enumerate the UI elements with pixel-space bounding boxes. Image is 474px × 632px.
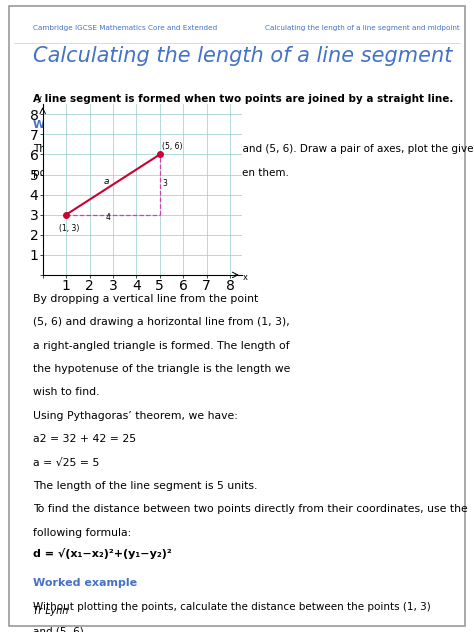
Text: Worked example: Worked example xyxy=(33,120,137,130)
Text: Calculating the length of a line segment: Calculating the length of a line segment xyxy=(33,46,453,66)
Text: a right-angled triangle is formed. The length of: a right-angled triangle is formed. The l… xyxy=(33,341,290,351)
Text: a2 = 32 + 42 = 25: a2 = 32 + 42 = 25 xyxy=(33,434,137,444)
Text: (5, 6) and drawing a horizontal line from (1, 3),: (5, 6) and drawing a horizontal line fro… xyxy=(33,317,290,327)
Text: The length of the line segment is 5 units.: The length of the line segment is 5 unit… xyxy=(33,481,257,491)
Text: The coordinates of two points are (1, 3) and (5, 6). Draw a pair of axes, plot t: The coordinates of two points are (1, 3)… xyxy=(33,144,474,154)
Text: following formula:: following formula: xyxy=(33,528,131,538)
Text: y: y xyxy=(36,94,42,103)
Text: Without plotting the points, calculate the distance between the points (1, 3): Without plotting the points, calculate t… xyxy=(33,602,431,612)
Text: (1, 3): (1, 3) xyxy=(59,224,80,233)
Text: (5, 6): (5, 6) xyxy=(162,142,182,152)
Text: and (5, 6).: and (5, 6). xyxy=(33,626,87,632)
Text: d = √(x₁−x₂)²+(y₁−y₂)²: d = √(x₁−x₂)²+(y₁−y₂)² xyxy=(33,548,172,559)
Text: To find the distance between two points directly from their coordinates, use the: To find the distance between two points … xyxy=(33,504,468,514)
Text: points and calculate the distance between them.: points and calculate the distance betwee… xyxy=(33,168,289,178)
Text: Cambridge IGCSE Mathematics Core and Extended: Cambridge IGCSE Mathematics Core and Ext… xyxy=(33,25,218,31)
Text: Tr Lynn: Tr Lynn xyxy=(33,606,69,616)
Text: 3: 3 xyxy=(162,179,167,188)
Text: By dropping a vertical line from the point: By dropping a vertical line from the poi… xyxy=(33,294,258,304)
Text: the hypotenuse of the triangle is the length we: the hypotenuse of the triangle is the le… xyxy=(33,364,291,374)
Text: Worked example: Worked example xyxy=(33,578,137,588)
Text: A line segment is formed when two points are joined by a straight line.: A line segment is formed when two points… xyxy=(33,94,454,104)
Text: x: x xyxy=(243,274,248,283)
Text: wish to find.: wish to find. xyxy=(33,387,100,398)
Text: 4: 4 xyxy=(106,213,111,222)
Text: Using Pythagoras’ theorem, we have:: Using Pythagoras’ theorem, we have: xyxy=(33,411,238,421)
Text: a = √25 = 5: a = √25 = 5 xyxy=(33,458,100,468)
Text: a: a xyxy=(103,176,109,186)
Text: Calculating the length of a line segment and midpoint: Calculating the length of a line segment… xyxy=(265,25,460,31)
